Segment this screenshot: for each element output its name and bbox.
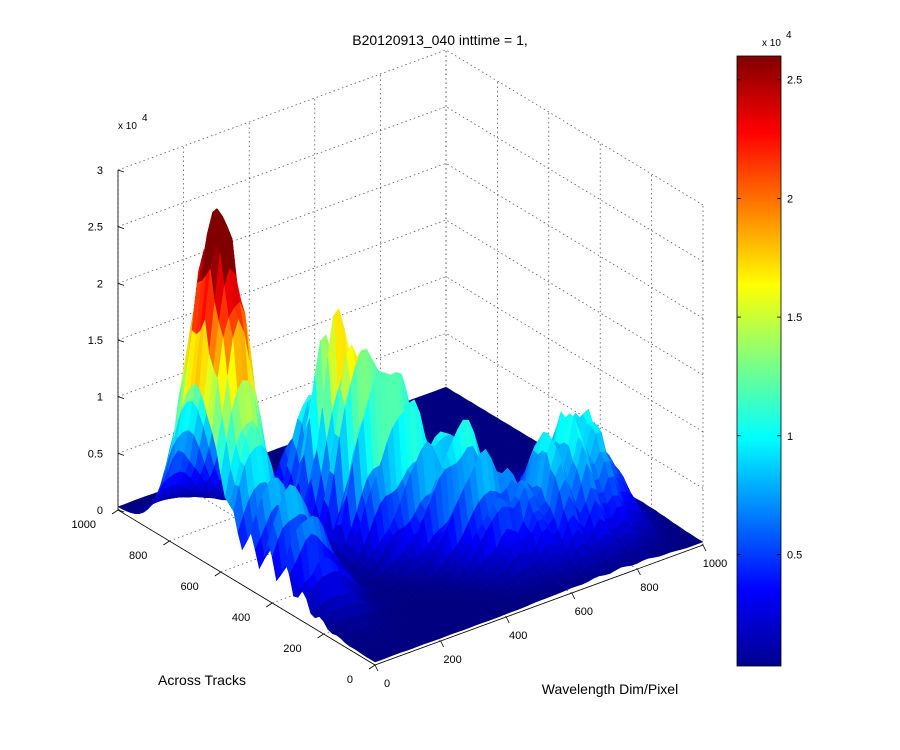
grid-line-back-z (117, 219, 447, 341)
z-tick-label: 0 (97, 505, 103, 517)
colorbar-tick-label: 2 (787, 193, 793, 205)
z-tick-label: 0.5 (88, 448, 103, 460)
y-tick-label: 600 (180, 581, 198, 593)
z-axis: 0 0.5 1 1.5 2 2.5 3 (88, 165, 125, 517)
z-tick-label: 2 (97, 278, 103, 290)
x-axis-label: Wavelength Dim/Pixel (542, 681, 678, 697)
x-tick-mark (440, 640, 444, 648)
z-tick-mark (117, 169, 125, 173)
y-tick-mark (163, 540, 170, 546)
colorbar: 0.5 1 1.5 2 2.5 x 10 4 (736, 30, 802, 667)
colorbar-tick-label: 0.5 (787, 549, 802, 561)
x-tick-mark (637, 568, 641, 576)
colorbar-tick-label: 2.5 (787, 75, 802, 87)
y-tick-mark (368, 664, 376, 670)
grid-line-back-z (117, 163, 447, 284)
z-tick-mark (117, 452, 125, 456)
grid-line-side-z (445, 106, 704, 262)
svg-text:x 10: x 10 (118, 121, 137, 132)
y-axis-line (117, 509, 376, 666)
grid-line-side-z (445, 333, 704, 489)
z-tick-label: 1 (97, 392, 103, 404)
z-tick-mark (117, 396, 125, 400)
x-tick-label: 800 (640, 582, 658, 594)
y-tick-mark (317, 633, 324, 639)
x-tick-label: 400 (509, 630, 527, 642)
y-tick-label: 800 (129, 550, 147, 562)
svg-text:4: 4 (142, 113, 148, 124)
z-tick-mark (117, 282, 125, 286)
z-tick-label: 3 (97, 165, 103, 177)
x-tick-label: 200 (443, 654, 461, 666)
grid-line-side-z (445, 276, 704, 432)
z-multiplier: x 10 4 (118, 113, 148, 132)
colorbar-ticks: 0.5 1 1.5 2 2.5 (737, 75, 802, 561)
z-tick-label: 2.5 (88, 222, 103, 234)
y-tick-label: 0 (347, 674, 353, 686)
grid-line-back-z (117, 106, 447, 227)
surface-patch (370, 657, 382, 663)
x-tick-label: 0 (384, 678, 390, 690)
y-tick-label: 1000 (72, 519, 96, 531)
colorbar-tick-label: 1 (787, 431, 793, 443)
y-tick-label: 400 (232, 612, 250, 624)
x-tick-label: 1000 (703, 558, 727, 570)
x-tick-label: 600 (575, 606, 593, 618)
z-tick-mark (117, 339, 125, 343)
x-tick-mark (702, 544, 707, 552)
grid-line-side-z (445, 219, 704, 376)
svg-text:4: 4 (786, 30, 792, 41)
grid-line-side-z (445, 49, 704, 206)
x-tick-mark (571, 592, 576, 600)
x-axis: 0 200 400 600 800 1000 (374, 544, 727, 690)
x-tick-mark (505, 616, 510, 624)
x-axis-line (374, 544, 704, 666)
y-tick-mark (111, 509, 119, 515)
grid-line-side-z (445, 163, 704, 319)
chart-title: B20120913_040 inttime = 1, (352, 32, 528, 48)
y-tick-label: 200 (283, 643, 301, 655)
colorbar-ramp (736, 55, 782, 667)
z-tick-mark (117, 226, 125, 230)
surface (117, 207, 704, 663)
y-axis-label: Across Tracks (158, 672, 246, 688)
x-tick-mark (374, 664, 379, 672)
colorbar-tick-label: 1.5 (787, 312, 802, 324)
grid-line-back-z (117, 49, 447, 171)
y-axis: 0 200 400 600 800 1000 (72, 509, 376, 686)
z-tick-label: 1.5 (88, 335, 103, 347)
y-tick-mark (214, 571, 222, 577)
y-tick-mark (265, 602, 273, 608)
svg-text:x 10: x 10 (762, 38, 781, 49)
